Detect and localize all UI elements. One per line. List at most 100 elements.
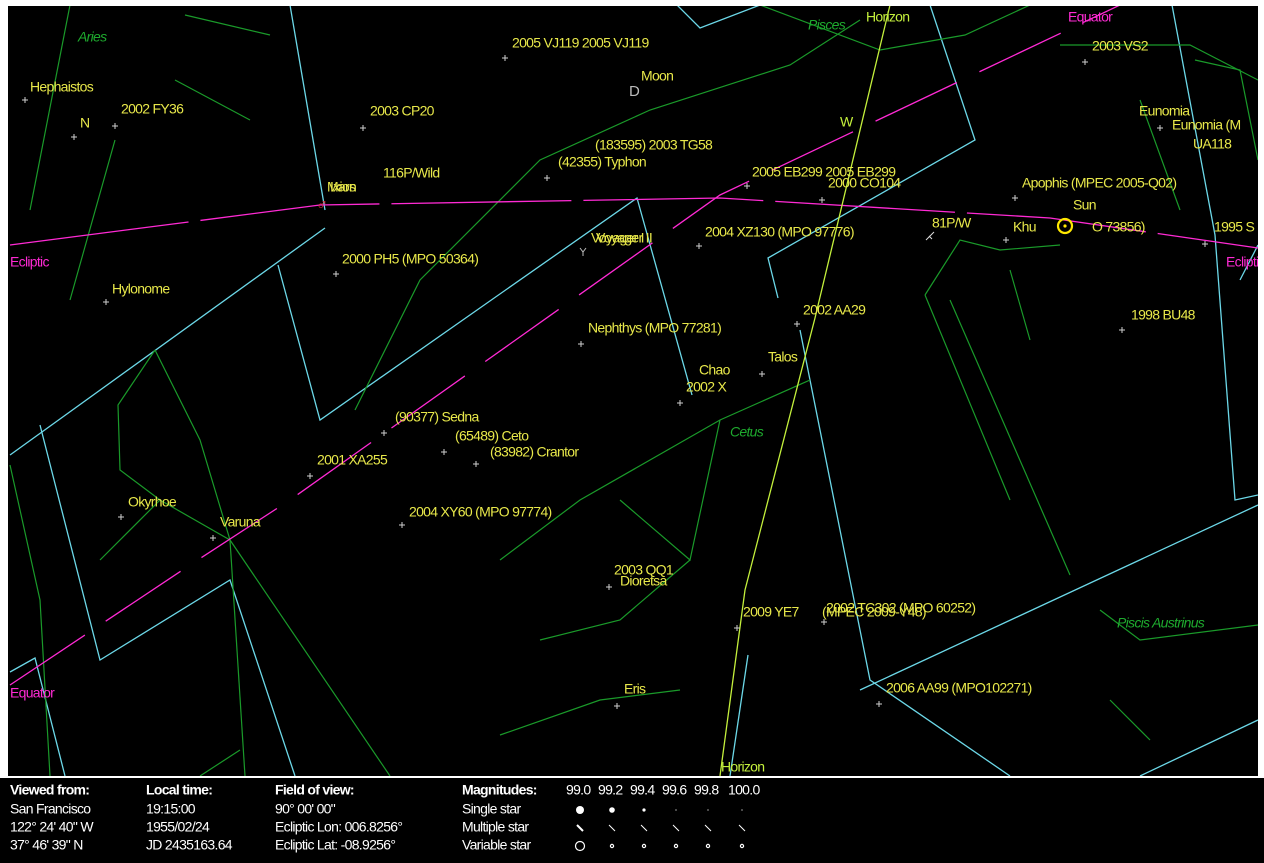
- equator-label: Equator: [10, 685, 55, 701]
- object-label: (90377) Sedna: [395, 409, 479, 425]
- object-label: Voyager I: [591, 230, 644, 246]
- panel-value: San Francisco: [10, 801, 91, 817]
- object-label: 2002 X: [686, 379, 728, 395]
- object-label: Hylonome: [112, 281, 170, 297]
- object-label: O 73856): [1092, 219, 1145, 235]
- object-label: 2000 PH5 (MPO 50364): [342, 251, 478, 267]
- horizon-line: [719, 6, 891, 776]
- object-label: (183595) 2003 TG58: [595, 137, 713, 153]
- object-label: Talos: [768, 349, 798, 365]
- object-label: Ixion: [330, 179, 356, 195]
- info-panel-bg: [0, 778, 1264, 863]
- object-label: 2009 YE7: [743, 604, 800, 620]
- object-label: 2003 VS2: [1092, 38, 1149, 54]
- constellation-lines: [9, 6, 1258, 776]
- panel-value: Ecliptic Lon: 006.8256°: [275, 819, 402, 835]
- object-label: 2000 CO104: [828, 175, 901, 191]
- object-label: 2003 CP20: [370, 103, 435, 119]
- object-label: Okyrhoe: [128, 494, 177, 510]
- constellation-label: Cetus: [730, 424, 764, 440]
- object-label: 2004 XZ130 (MPO 97776): [705, 224, 854, 240]
- magnitude-label: 100.0: [728, 782, 760, 798]
- horizon-label: Horizon: [866, 9, 909, 25]
- panel-header: Viewed from:: [10, 782, 89, 798]
- constellation-label: Piscis Austrinus: [1117, 615, 1205, 631]
- magnitude-label: 99.0: [566, 782, 591, 798]
- star-symbol: [675, 809, 677, 811]
- horizon-label: Horizon: [721, 759, 764, 775]
- panel-header: Field of view:: [275, 782, 354, 798]
- magnitude-label: 99.6: [662, 782, 687, 798]
- equator-line: [9, 6, 1120, 686]
- panel-value: 37° 46' 39" N: [10, 837, 83, 853]
- compass-label: W: [840, 114, 854, 130]
- star-symbol: [741, 809, 743, 811]
- sun-symbol: [1056, 217, 1074, 235]
- moon-symbol: D: [629, 83, 640, 100]
- object-label: (83982) Crantor: [490, 444, 579, 460]
- star-symbol: [640, 824, 648, 832]
- panel-value: JD 2435163.64: [146, 837, 233, 853]
- star-symbol: [576, 824, 584, 832]
- object-label: UA118: [1193, 136, 1232, 152]
- constellation-boundaries: [9, 6, 1258, 776]
- object-label: 81P/W: [932, 215, 972, 231]
- star-symbol: [609, 843, 615, 849]
- object-label: 2005 VJ119 2005 VJ119: [512, 35, 649, 51]
- constellation-label: Aries: [77, 29, 107, 45]
- panel-value: Multiple star: [462, 819, 529, 835]
- object-label: 2004 XY60 (MPO 97774): [409, 504, 552, 520]
- object-label: 2005 EB299 2005 EB299: [752, 164, 896, 180]
- sky-area[interactable]: [8, 6, 1258, 776]
- object-label: 2002 TC302 (MPO 60252): [826, 600, 975, 616]
- object-markers: [22, 55, 1208, 709]
- object-label: Eunomia: [1139, 103, 1190, 119]
- star-symbol: [704, 824, 712, 832]
- object-label: N: [80, 115, 89, 131]
- magnitude-label: 99.8: [694, 782, 719, 798]
- panel-value: 1955/02/24: [146, 819, 210, 835]
- object-label: Moon: [641, 68, 673, 84]
- constellation-label: Pisces: [808, 17, 846, 33]
- object-label: Hephaistos: [30, 79, 94, 95]
- star-symbol: [707, 809, 709, 811]
- object-label: Sun: [1073, 197, 1096, 213]
- comet-symbol: [925, 231, 935, 241]
- object-label: Eris: [624, 681, 646, 697]
- equator-label: Equator: [1068, 9, 1113, 25]
- object-label: 2003 QQ1: [614, 562, 674, 578]
- ecliptic-label: Ecliptic: [1226, 254, 1264, 270]
- star-symbol: [673, 843, 679, 849]
- magnitude-label: 99.2: [598, 782, 623, 798]
- object-label: Apophis (MPEC 2005-Q02): [1022, 175, 1176, 191]
- panel-value: Single star: [462, 801, 521, 817]
- ecliptic-line: [9, 197, 1258, 249]
- spacecraft-symbol: [579, 247, 587, 256]
- ecliptic-label: Ecliptic: [10, 254, 49, 270]
- mars-symbol: ♂: [316, 197, 327, 214]
- object-label: 1995 S: [1214, 219, 1255, 235]
- object-label: Khu: [1013, 219, 1036, 235]
- object-label: (42355) Typhon: [558, 154, 646, 170]
- object-label: Varuna: [220, 514, 261, 530]
- object-label: 2002 AA29: [803, 302, 866, 318]
- object-label: Eunomia (M: [1172, 117, 1241, 133]
- panel-value: Variable star: [462, 837, 531, 853]
- object-label: 2002 FY36: [121, 101, 184, 117]
- panel-value: 19:15:00: [146, 801, 196, 817]
- panel-value: Ecliptic Lat: -08.9256°: [275, 837, 395, 853]
- panel-header: Magnitudes:: [462, 782, 537, 798]
- star-symbol: [642, 808, 646, 812]
- object-label: Mars: [327, 179, 356, 195]
- star-symbol: [608, 824, 616, 832]
- object-label: Nephthys (MPO 77281): [588, 320, 721, 336]
- object-label: 2006 AA99 (MPO102271): [886, 680, 1032, 696]
- object-label: 2001 XA255: [317, 452, 388, 468]
- object-label: 1998 BU48: [1131, 307, 1196, 323]
- object-label: (MPEC 2009-Y48): [822, 604, 926, 620]
- star-symbol: [574, 840, 586, 852]
- object-label: Voyager II: [596, 230, 652, 246]
- star-symbol: [672, 824, 680, 832]
- star-symbol: [739, 843, 745, 849]
